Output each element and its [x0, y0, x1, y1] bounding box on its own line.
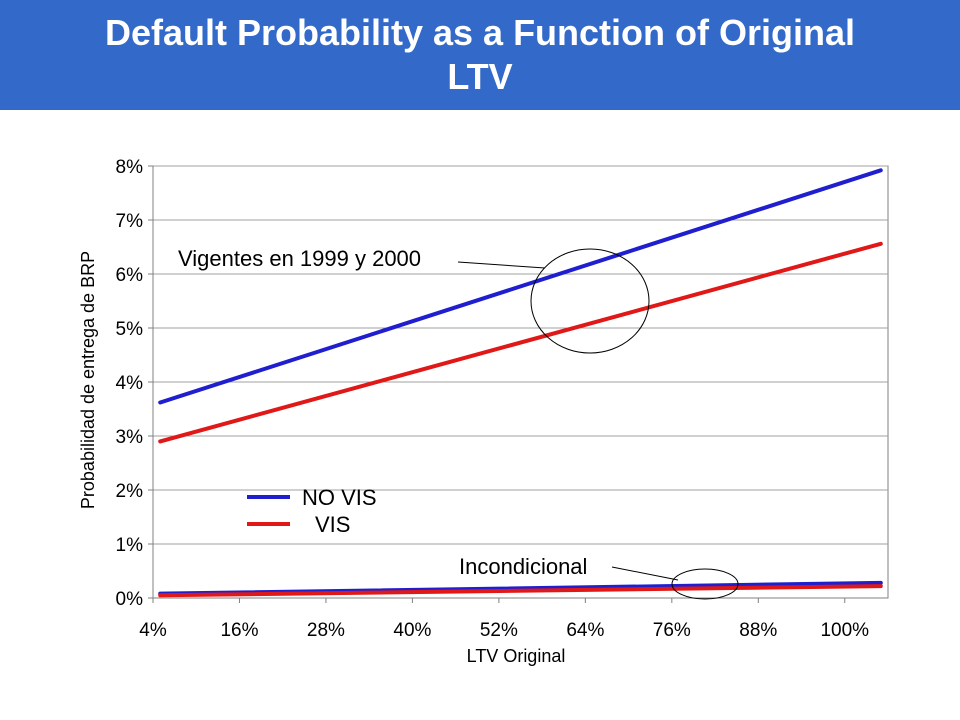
y-tick-label: 5% [116, 319, 144, 340]
legend-label: NO VIS [302, 485, 377, 510]
x-tick-label: 76% [653, 620, 691, 641]
y-tick-labels: 0% 1% 2% 3% 4% 5% 6% 7% 8% [116, 157, 153, 610]
annotation-incondicional-label: Incondicional [459, 554, 587, 579]
series-lines [158, 168, 883, 598]
annotation-incondicional-pointer [611, 566, 679, 581]
y-tick-label: 6% [116, 265, 144, 286]
slide-title: Default Probability as a Function of Ori… [104, 12, 856, 97]
x-tick-label: 88% [739, 620, 777, 641]
y-tick-label: 2% [116, 481, 144, 502]
x-tick-label: 4% [139, 620, 167, 641]
y-tick-label: 3% [116, 427, 144, 448]
annotation-vigentes-label: Vigentes en 1999 y 2000 [178, 246, 421, 271]
x-axis-title: LTV Original [467, 646, 566, 666]
x-tick-label: 52% [480, 620, 518, 641]
series-line-no-vis [158, 168, 883, 405]
y-tick-label: 1% [116, 535, 144, 556]
x-tick-labels: 4% 16% 28% 40% 52% 64% 76% 88% 100% [139, 598, 869, 641]
y-tick-label: 4% [116, 373, 144, 394]
annotation-vigentes-ellipse [530, 248, 650, 354]
series-line-vis [158, 241, 883, 444]
y-tick-label: 7% [116, 211, 144, 232]
x-tick-label: 28% [307, 620, 345, 641]
title-bar: Default Probability as a Function of Ori… [0, 0, 960, 110]
annotation-vigentes-pointer [457, 261, 546, 269]
annotation-incondicional-ellipse [671, 568, 739, 600]
annotations: Vigentes en 1999 y 2000 Incondicional [178, 246, 739, 600]
legend-label: VIS [315, 512, 350, 537]
x-tick-label: 64% [566, 620, 604, 641]
x-tick-label: 40% [393, 620, 431, 641]
x-tick-label: 100% [820, 620, 869, 641]
series-line-vis [158, 584, 883, 598]
y-tick-label: 8% [116, 157, 144, 178]
y-axis-title: Probabilidad de entrega de BRP [78, 251, 98, 509]
y-tick-label: 0% [116, 589, 144, 610]
x-tick-label: 16% [220, 620, 258, 641]
